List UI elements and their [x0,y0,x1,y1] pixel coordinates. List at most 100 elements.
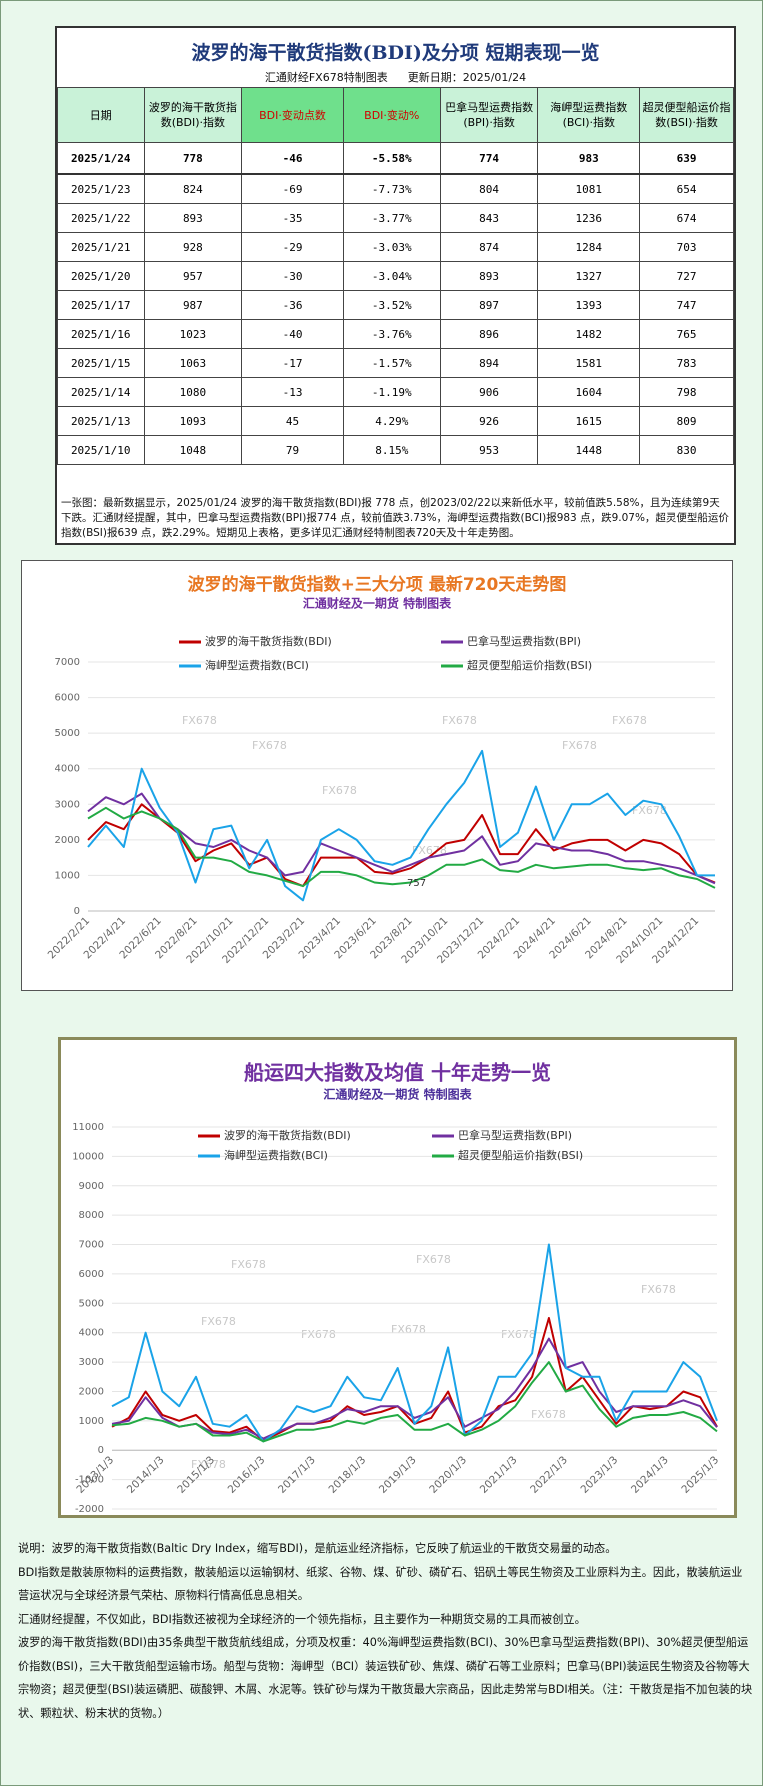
table-cell: 747 [639,290,734,320]
table-cell: 727 [639,261,734,291]
chart-subtitle: 汇通财经及一期货 特制图表 [303,596,452,611]
table-cell: -3.03% [342,232,441,262]
table-cell: 1327 [537,261,641,291]
series-line [87,792,716,885]
header-cell: BDI·变动% [342,87,441,143]
header-cell: 海岬型运费指数(BCI)·指数 [537,87,641,143]
legend-label: 波罗的海干散货指数(BDI) [224,1128,351,1142]
table-cell: -29 [241,232,344,262]
table-cell: 2025/1/16 [57,319,145,349]
series-line [111,1361,718,1443]
watermark: FX678 [322,784,357,797]
table-cell: 843 [439,203,539,233]
table-cell: -3.76% [342,319,441,349]
x-tick-label: 2016/1/3 [226,1454,268,1496]
y-tick-label: 7000 [79,1240,104,1251]
chart-subtitle: 汇通财经及一期货 特制图表 [323,1087,472,1102]
table-cell: 906 [439,377,539,407]
y-tick-label: 7000 [55,657,80,668]
table-cell: 765 [639,319,734,349]
y-tick-label: 3000 [79,1357,104,1368]
table-cell: 2025/1/10 [57,435,145,465]
series-line [87,749,715,902]
table-cell: 2025/1/20 [57,261,145,291]
table-row: 2025/1/14 1080 -13 -1.19% 906 1604 798 [57,377,734,407]
table-cell: 1581 [537,348,641,378]
table-cell: -1.57% [342,348,441,378]
chart-title: 波罗的海干散货指数+三大分项 最新720天走势图 [188,574,567,595]
table-cell: 1482 [537,319,641,349]
header-cell: 日期 [57,87,145,143]
table-cell: -5.58% [342,142,441,175]
header-cell: 巴拿马型运费指数(BPI)·指数 [439,87,539,143]
table-cell: 957 [143,261,243,291]
table-cell: 783 [639,348,734,378]
table-row: 2025/1/22 893 -35 -3.77% 843 1236 674 [57,203,734,233]
legend-label: 超灵便型船运价指数(BSI) [467,658,592,672]
table-row: 2025/1/17 987 -36 -3.52% 897 1393 747 [57,290,734,320]
table-cell: 778 [143,142,243,175]
legend-label: 海岬型运费指数(BCI) [224,1148,328,1162]
legend-label: 巴拿马型运费指数(BPI) [458,1128,572,1142]
header-row: 日期 波罗的海干散货指数(BDI)·指数 BDI·变动点数 BDI·变动% 巴拿马型运费… [57,87,734,143]
table-cell: 926 [439,406,539,436]
table-cell: 1236 [537,203,641,233]
y-tick-label: 3000 [55,799,80,810]
watermark: FX678 [412,844,447,857]
table-cell: 1093 [143,406,243,436]
table-cell: 804 [439,173,539,204]
y-tick-label: 11000 [72,1122,104,1133]
table-cell: 809 [639,406,734,436]
watermark: FX678 [442,714,477,727]
source: 汇通财经FX678特制图表 [264,71,388,84]
y-tick-label: 6000 [55,693,80,704]
table-cell: 45 [241,406,344,436]
table-cell: 798 [639,377,734,407]
watermark: FX678 [612,714,647,727]
watermark: FX678 [501,1328,536,1341]
y-tick-label: -2000 [75,1504,104,1515]
watermark: FX678 [562,739,597,752]
y-tick-label: 5000 [79,1298,104,1309]
table-cell: -1.19% [342,377,441,407]
legend-label: 海岬型运费指数(BCI) [205,658,309,672]
table-cell: -3.04% [342,261,441,291]
table-cell: 928 [143,232,243,262]
header-cell: 波罗的海干散货指数(BDI)·指数 [143,87,243,143]
watermark: FX678 [182,714,217,727]
table-row: 2025/1/20 957 -30 -3.04% 893 1327 727 [57,261,734,291]
table-row: 2025/1/16 1023 -40 -3.76% 896 1482 765 [57,319,734,349]
table-row: 2025/1/10 1048 79 8.15% 953 1448 830 [57,435,734,465]
table-cell: -30 [241,261,344,291]
x-tick-label: 2020/1/3 [427,1454,469,1496]
table-cell: 774 [439,142,539,175]
table-cell: 874 [439,232,539,262]
y-tick-label: 0 [74,906,80,917]
table-cell: 1448 [537,435,641,465]
watermark: FX678 [632,804,667,817]
table-cell: 1063 [143,348,243,378]
table-cell: 1604 [537,377,641,407]
note-paragraph: 说明：波罗的海干散货指数(Baltic Dry Index，缩写BDI)，是航运… [18,1542,617,1555]
watermark: FX678 [641,1283,676,1296]
table-cell: 894 [439,348,539,378]
table-cell: 1615 [537,406,641,436]
table-row: 2025/1/24 778 -46 -5.58% 774 983 639 [57,142,734,175]
table-title: 波罗的海干散货指数(BDI)及分项 短期表现一览 [191,42,600,64]
note-paragraph: 汇通财经提醒，不仅如此，BDI指数还被视为全球经济的一个领先指标，且主要作为一种… [18,1612,586,1626]
table-row: 2025/1/23 824 -69 -7.73% 804 1081 654 [57,173,734,204]
table-cell: -46 [241,142,344,175]
watermark: FX678 [201,1315,236,1328]
table-cell: 2025/1/14 [57,377,145,407]
table-cell: 2025/1/22 [57,203,145,233]
table-cell: 1081 [537,173,641,204]
y-tick-label: 0 [98,1445,104,1456]
table-cell: 897 [439,290,539,320]
x-tick-label: 2024/1/3 [629,1454,671,1496]
table-cell: 2025/1/15 [57,348,145,378]
watermark: FX678 [231,1258,266,1271]
index-table: 日期 波罗的海干散货指数(BDI)·指数 BDI·变动点数 BDI·变动% 巴拿马型运费… [57,87,734,465]
y-tick-label: 2000 [55,835,80,846]
table-cell: 703 [639,232,734,262]
